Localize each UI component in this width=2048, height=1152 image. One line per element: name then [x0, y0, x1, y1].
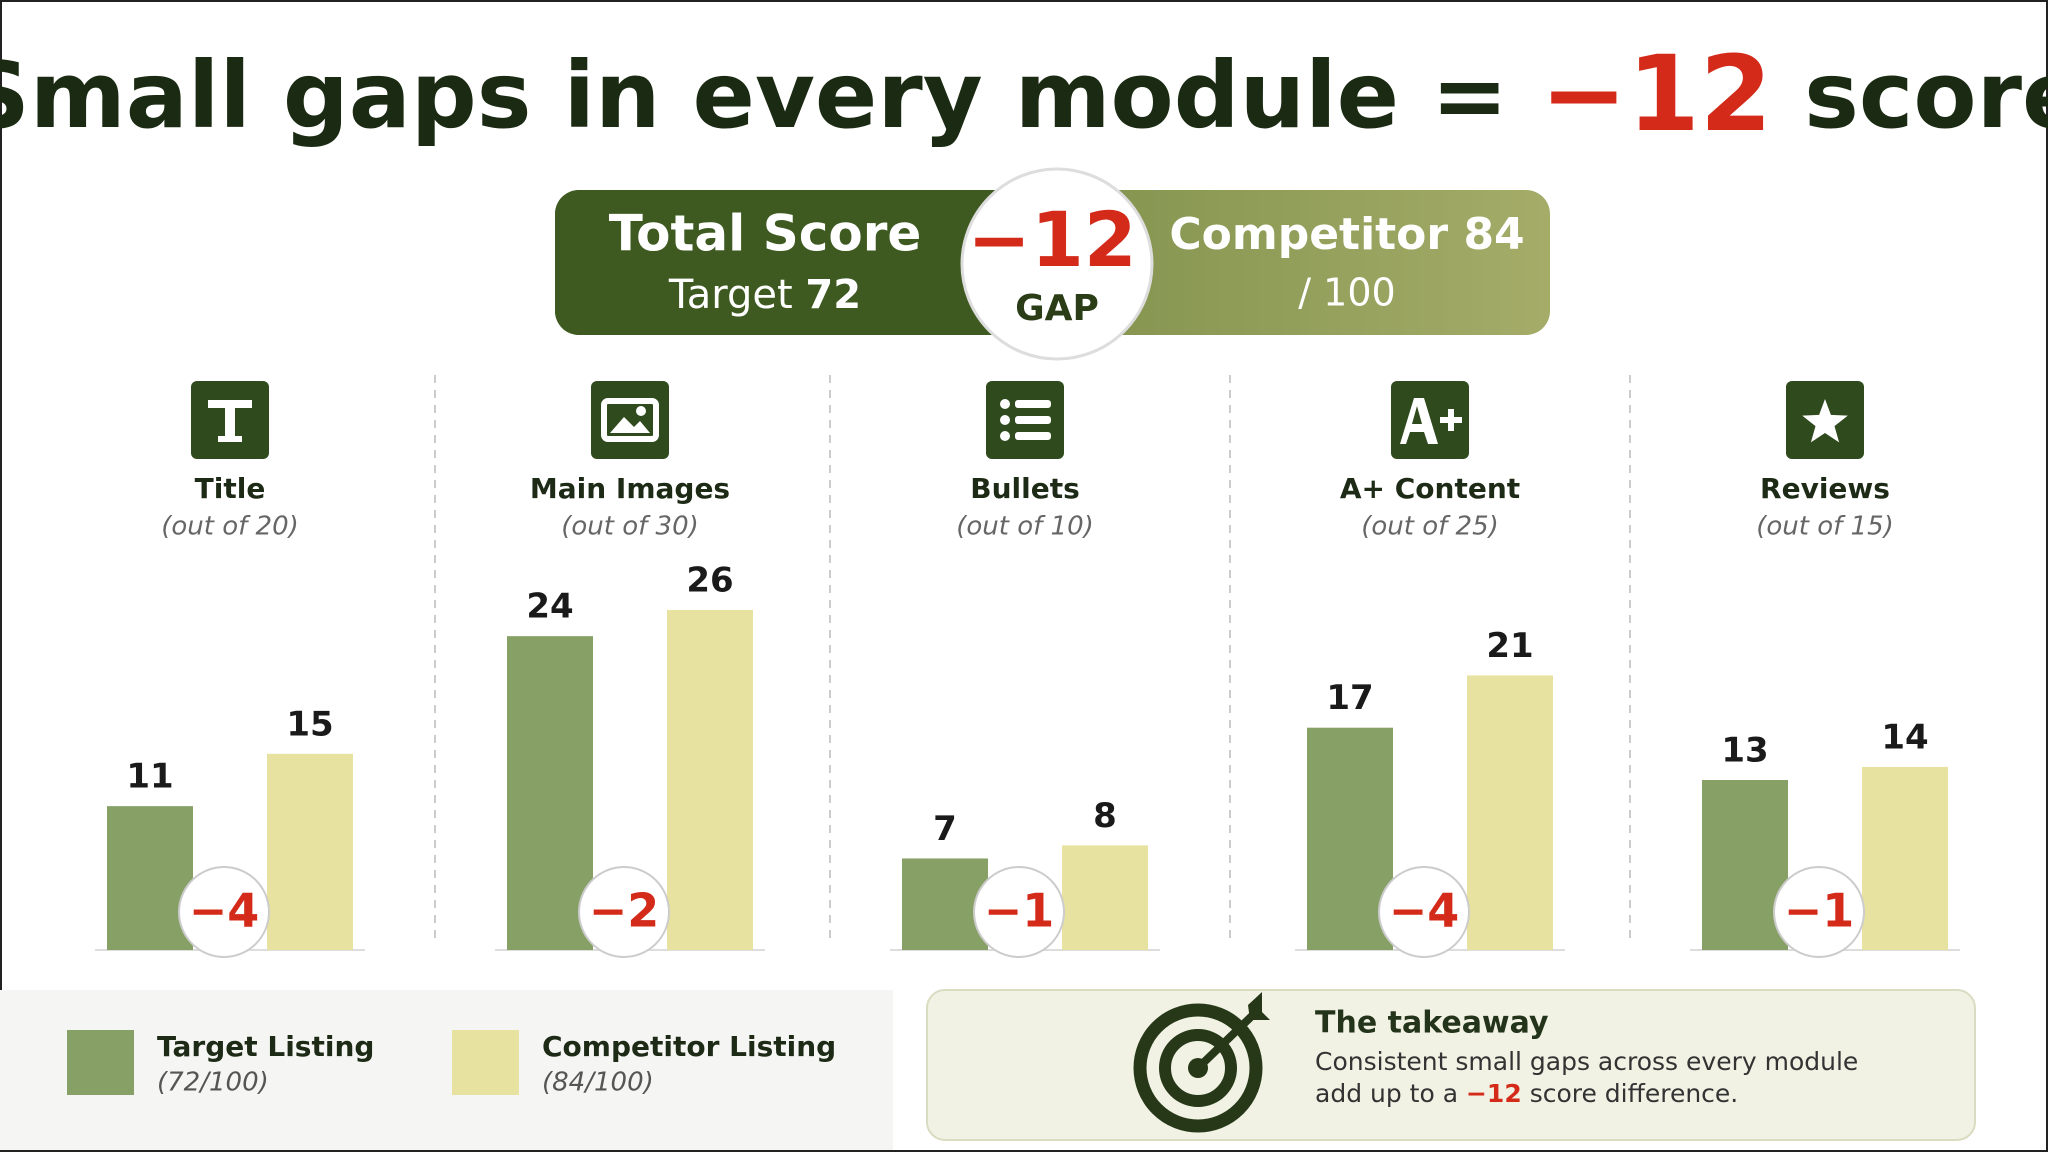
gap-badge	[178, 866, 270, 958]
legend-swatch	[67, 1030, 134, 1095]
takeaway-line: Consistent small gaps across every modul…	[1315, 1047, 1858, 1076]
gap-badge	[1773, 866, 1865, 958]
gap-label: −4	[1389, 884, 1460, 938]
bar	[1702, 780, 1788, 950]
module-icon	[591, 381, 669, 459]
gap-badge	[1378, 866, 1470, 958]
takeaway-line: add up to a −12 score difference.	[1315, 1079, 1738, 1108]
value-label: 26	[686, 561, 733, 601]
target-value: 72	[805, 272, 861, 318]
gap-label: −4	[189, 884, 260, 938]
value-label: 14	[1881, 717, 1928, 757]
bar	[1467, 675, 1553, 950]
target-label: Target	[668, 272, 793, 318]
module-icon	[986, 381, 1064, 459]
category-label: Reviews	[1760, 472, 1890, 505]
bar	[667, 610, 753, 950]
takeaway-heading: The takeaway	[1315, 1006, 1549, 1041]
legend-note: (84/100)	[542, 1068, 654, 1098]
gap-circle	[960, 167, 1154, 361]
target-icon	[1133, 992, 1270, 1133]
glyph	[1000, 399, 1010, 409]
glyph	[1000, 415, 1010, 425]
gap-label: −1	[1784, 884, 1855, 938]
gap-label: −1	[984, 884, 1055, 938]
glyph	[636, 406, 646, 416]
bar	[267, 753, 353, 950]
title: Small gaps in every module = −12 score	[0, 33, 2048, 155]
competitor-label: Competitor	[1169, 209, 1448, 260]
title-main: Small gaps in every module =	[0, 42, 1508, 149]
glyph	[218, 436, 242, 442]
title-end: score	[1804, 42, 2048, 149]
title-gap: −12	[1540, 33, 1772, 155]
takeaway-text: add up to a	[1315, 1079, 1458, 1108]
target-score: Target 72	[668, 272, 861, 318]
competitor-value: 84	[1463, 209, 1524, 260]
module-icon	[191, 381, 269, 459]
module-icon	[1786, 381, 1864, 459]
legend-label: Target Listing	[157, 1030, 374, 1063]
category-note: (out of 25)	[1361, 512, 1499, 542]
category-note: (out of 20)	[161, 512, 299, 542]
glyph	[225, 400, 235, 442]
glyph	[610, 417, 650, 433]
value-label: 15	[286, 704, 333, 744]
bar	[507, 636, 593, 950]
category-note: (out of 15)	[1756, 512, 1894, 542]
glyph	[1015, 416, 1051, 424]
value-label: 24	[526, 587, 573, 627]
category-note: (out of 10)	[956, 512, 1094, 542]
glyph	[601, 398, 659, 442]
glyph	[1448, 409, 1454, 431]
legend-box	[0, 990, 893, 1150]
gap-badge	[578, 866, 670, 958]
value-label: 17	[1326, 678, 1373, 718]
score-box-left	[555, 190, 1057, 335]
gap-label: −2	[589, 884, 660, 938]
glyph	[1015, 432, 1051, 440]
value-label: 13	[1721, 731, 1768, 771]
bar	[1862, 766, 1948, 950]
glyph	[1015, 400, 1051, 408]
legend-swatch	[452, 1030, 519, 1095]
value-label: 8	[1093, 796, 1117, 836]
glyph	[1400, 398, 1438, 444]
value-label: 21	[1486, 626, 1533, 666]
score-label: Total Score	[609, 205, 922, 263]
out-of: / 100	[1298, 271, 1395, 315]
value-label: 7	[933, 809, 957, 849]
competitor-score: Competitor 84	[1169, 209, 1524, 260]
takeaway-text: score difference.	[1530, 1079, 1739, 1108]
glyph	[1802, 399, 1848, 443]
gap-value: −12	[967, 195, 1136, 284]
gap-label: GAP	[1015, 288, 1099, 329]
category-note: (out of 30)	[561, 512, 699, 542]
category-label: Bullets	[970, 472, 1080, 505]
legend-note: (72/100)	[157, 1068, 269, 1098]
gap-badge	[973, 866, 1065, 958]
module-icon	[1391, 381, 1469, 459]
bar	[1062, 845, 1148, 950]
glyph	[1000, 431, 1010, 441]
category-label: Title	[195, 472, 266, 505]
value-label: 11	[126, 757, 173, 797]
category-label: Main Images	[530, 472, 730, 505]
bar	[107, 806, 193, 950]
legend-label: Competitor Listing	[542, 1030, 836, 1063]
category-label: A+ Content	[1340, 472, 1520, 505]
takeaway-gap: −12	[1466, 1079, 1522, 1108]
